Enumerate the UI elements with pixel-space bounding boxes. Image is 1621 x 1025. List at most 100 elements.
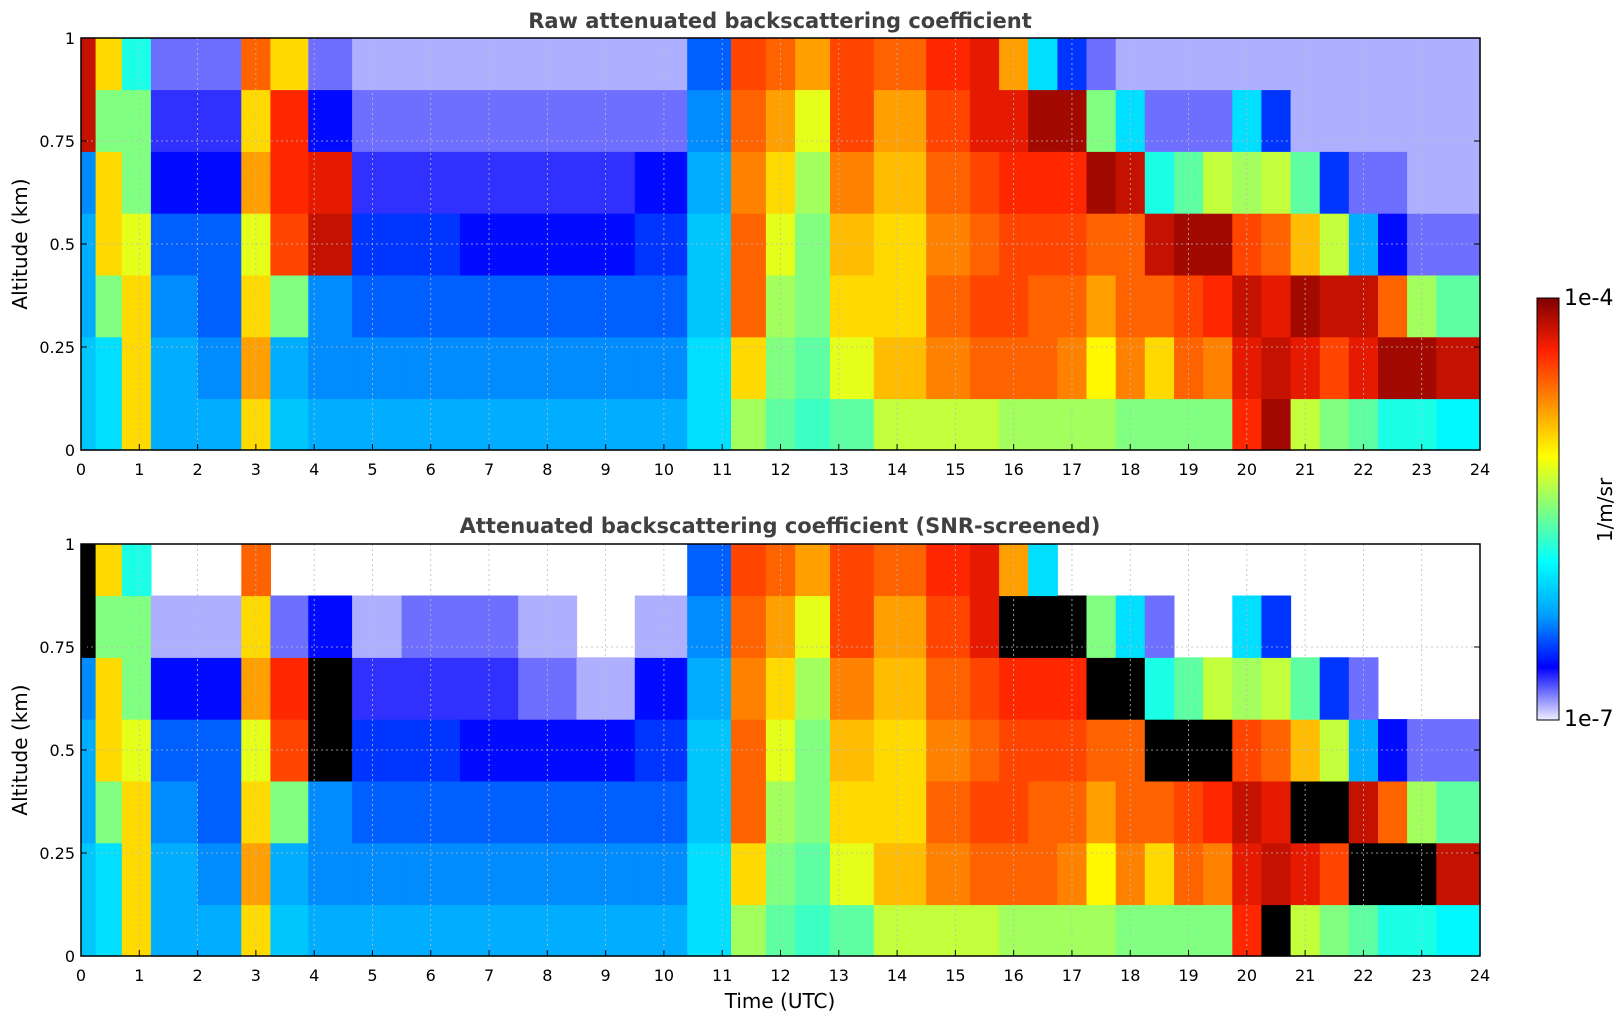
panel-raw-heat-cell (81, 274, 97, 338)
panel-screened-heat-cell (352, 657, 403, 720)
panel-screened-heat-cell (687, 657, 732, 720)
panel-screened-heat-cell (1174, 780, 1204, 844)
panel-screened-heat-cell (352, 595, 403, 658)
panel-raw-heat-cell (270, 151, 309, 214)
panel-raw-heat-cell (969, 274, 1000, 338)
panel-raw-heat-cell (1261, 336, 1292, 400)
panel-raw-heat-cell (830, 38, 875, 91)
panel-screened-grid (81, 544, 1480, 956)
panel-screened-heat-cell (270, 780, 309, 844)
panel-raw-heat-cell (687, 398, 732, 451)
panel-screened-heat-cell (95, 719, 123, 782)
panel-screened-heat-cell (95, 780, 123, 844)
panel-raw-heat-cell (687, 274, 732, 338)
panel-raw-heat-cell (270, 89, 309, 152)
panel-raw-heat-cell (1086, 398, 1117, 451)
panel-raw-heat-cell (634, 398, 688, 451)
panel-screened-heat-cell (308, 719, 353, 782)
panel-raw-heat-cell (1144, 38, 1175, 91)
panel-screened-heat-cell (150, 842, 199, 906)
panel-screened-heat-cell (352, 780, 403, 844)
panel-screened-x-tick-label: 21 (1295, 966, 1315, 985)
panel-raw-heat-cell (1348, 274, 1379, 338)
panel-raw-heat-cell (308, 38, 353, 91)
panel-raw-x-tick-label: 7 (484, 460, 494, 479)
panel-raw-heat-cell (1115, 274, 1146, 338)
panel-screened-y-tick-label: 1 (65, 535, 75, 554)
panel-raw-heat-cell (926, 213, 971, 276)
panel-screened-heat-cell (81, 657, 97, 720)
panel-raw-x-tick-label: 11 (712, 460, 732, 479)
panel-raw-heat-cell (1378, 38, 1408, 91)
panel-screened-heat-cell (1319, 719, 1350, 782)
panel-screened-x-tick-label: 7 (484, 966, 494, 985)
panel-screened-heat-cell (352, 842, 403, 906)
panel-screened-heat-cell (1086, 657, 1117, 720)
panel-raw-heat-cell (308, 213, 353, 276)
panel-raw-x-tick-label: 20 (1237, 460, 1257, 479)
panel-raw-heat-cell (352, 398, 403, 451)
panel-raw-heat-cell (95, 89, 123, 152)
panel-raw-heat-cell (999, 274, 1029, 338)
panel-raw-heat-cell (1436, 336, 1481, 400)
panel-raw-heat-cell (1319, 336, 1350, 400)
panel-raw-x-tick-label: 21 (1295, 460, 1315, 479)
panel-raw-heat-cell (687, 213, 732, 276)
panel-raw-heat-cell (1261, 274, 1292, 338)
panel-screened-x-tick-label: 20 (1237, 966, 1257, 985)
panel-raw-heat-cell (81, 38, 97, 91)
panel-screened-x-tick-label: 15 (945, 966, 965, 985)
panel-raw-heat-cell (1144, 398, 1175, 451)
panel-raw-heat-cell (270, 274, 309, 338)
panel-raw-heat-cell (121, 89, 152, 152)
panel-raw-heat-cell (1086, 89, 1117, 152)
panel-screened-heat-cell (1378, 904, 1408, 957)
panel-screened-heat-cell (926, 595, 971, 658)
panel-raw-y-tick-label: 0.5 (50, 235, 75, 254)
panel-raw-heat-cell (873, 38, 927, 91)
panel-screened-heat-cell (634, 780, 688, 844)
panel-raw-heat-cell (1203, 398, 1233, 451)
panel-raw-heat-cell (1203, 38, 1233, 91)
panel-screened-x-tick-label: 6 (426, 966, 436, 985)
panel-raw-heat-cell (1378, 89, 1408, 152)
panel-raw-heat-cell (81, 213, 97, 276)
panel-screened-heat-cell (95, 657, 123, 720)
panel-raw-heat-cell (926, 89, 971, 152)
panel-raw-heat-cell (121, 38, 152, 91)
panel-screened-heat-cell (687, 842, 732, 906)
panel-raw-heat-cell (873, 274, 927, 338)
panel-screened-heat-cell (969, 719, 1000, 782)
x-axis-label: Time (UTC) (724, 989, 836, 1013)
panel-screened-x-tick-label: 3 (251, 966, 261, 985)
panel-raw-x-tick-label: 13 (829, 460, 849, 479)
panel-screened-x-tick-label: 16 (1003, 966, 1023, 985)
panel-screened-x-tick-label: 0 (76, 966, 86, 985)
panel-screened-heat-cell (1378, 780, 1408, 844)
panel-raw-heat-cell (634, 38, 688, 91)
panel-screened-heat-cell (197, 842, 242, 906)
panel-screened-heat-cell (518, 780, 578, 844)
panel-screened-heat-cell (1144, 842, 1175, 906)
colorbar: 1e-4 1e-7 1/m/sr (1536, 286, 1617, 732)
panel-raw-heat-cell (1086, 151, 1117, 214)
panel-screened-heat-cell (926, 544, 971, 597)
panel-screened-heat-cell (197, 904, 242, 957)
panel-screened-heat-cell (150, 595, 199, 658)
panel-raw-x-tick-label: 1 (134, 460, 144, 479)
panel-raw-y-ticks: 0 0.25 0.5 0.75 1 (39, 29, 1480, 460)
panel-raw-heat-cell (1028, 89, 1058, 152)
panel-screened-heat-cell (926, 904, 971, 957)
panel-screened-heat-cell (830, 544, 875, 597)
panel-screened-heat-cell (150, 904, 199, 957)
panel-raw-heat-cell (1436, 213, 1481, 276)
panel-raw-x-tick-label: 23 (1412, 460, 1432, 479)
panel-raw-heat-cell (1319, 151, 1350, 214)
panel-raw-heat-cell (1203, 274, 1233, 338)
panel-screened-heat-cell (926, 719, 971, 782)
panel-screened-heat-cell (95, 904, 123, 957)
panel-screened-heat-cell (1028, 780, 1058, 844)
panel-screened-heat-cell (731, 544, 767, 597)
